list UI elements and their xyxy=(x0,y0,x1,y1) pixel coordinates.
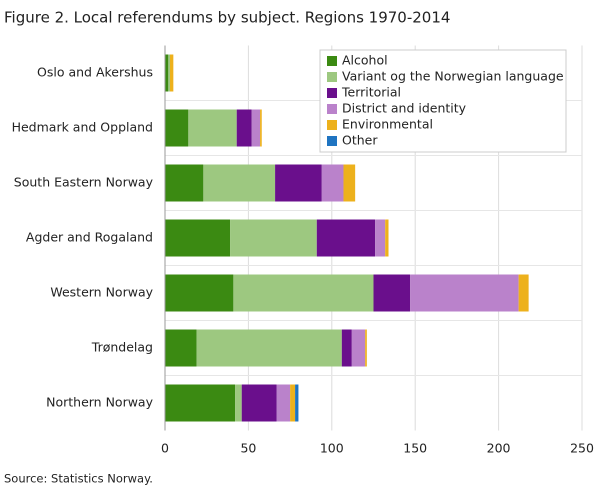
x-tick-label: 150 xyxy=(403,441,427,456)
bar-segment xyxy=(321,164,344,202)
bar-segment xyxy=(365,329,367,367)
y-tick-label: Agder and Rogaland xyxy=(26,230,153,245)
bar-segment xyxy=(165,274,234,312)
bar-segment xyxy=(165,109,189,147)
bar-segment xyxy=(170,54,174,92)
bar-segment xyxy=(165,384,236,422)
bar-segment xyxy=(373,274,411,312)
legend-swatch xyxy=(327,136,337,146)
bar-segment xyxy=(168,54,171,92)
bar-segment xyxy=(275,164,322,202)
y-tick-label: Western Norway xyxy=(50,285,153,300)
y-tick-label: Oslo and Akershus xyxy=(37,65,153,80)
bar-segment xyxy=(316,219,376,257)
legend-label: Territorial xyxy=(341,85,401,100)
legend-swatch xyxy=(327,120,337,130)
bar-segment xyxy=(235,384,242,422)
y-tick-label: Northern Norway xyxy=(46,395,153,410)
legend-label: Other xyxy=(342,133,378,148)
x-tick-label: 200 xyxy=(487,441,511,456)
bar-segment xyxy=(230,219,317,257)
bar-segment xyxy=(290,384,296,422)
legend-swatch xyxy=(327,88,337,98)
bar-segment xyxy=(343,164,356,202)
legend-label: Alcohol xyxy=(342,53,388,68)
bar-segment xyxy=(165,164,204,202)
y-tick-label: South Eastern Norway xyxy=(14,175,154,190)
bar-segment xyxy=(375,219,386,257)
y-tick-label: Trøndelag xyxy=(91,340,153,355)
bar-segment xyxy=(518,274,529,312)
bar-segment xyxy=(165,219,231,257)
legend-label: Variant og the Norwegian language xyxy=(342,69,564,84)
legend-swatch xyxy=(327,56,337,66)
bar-segment xyxy=(188,109,237,147)
y-tick-label: Hedmark and Oppland xyxy=(12,120,153,135)
x-tick-label: 250 xyxy=(570,441,594,456)
bar-segment xyxy=(241,384,277,422)
bar-segment xyxy=(165,329,197,367)
bar-segment xyxy=(295,384,299,422)
bar-segment xyxy=(410,274,519,312)
bar-segment xyxy=(236,109,252,147)
legend-swatch xyxy=(327,72,337,82)
bar-segment xyxy=(341,329,352,367)
x-tick-label: 50 xyxy=(240,441,256,456)
chart-title: Figure 2. Local referendums by subject. … xyxy=(4,9,450,27)
legend-label: District and identity xyxy=(342,101,467,116)
bar-segment xyxy=(276,384,291,422)
legend-label: Environmental xyxy=(342,117,433,132)
source: Source: Statistics Norway. xyxy=(4,472,153,486)
bar-segment xyxy=(233,274,374,312)
bar-segment xyxy=(196,329,342,367)
legend-swatch xyxy=(327,104,337,114)
bar-segment xyxy=(251,109,261,147)
bar-segment xyxy=(351,329,366,367)
x-tick-label: 100 xyxy=(320,441,344,456)
bar-segment xyxy=(385,219,389,257)
x-tick-label: 0 xyxy=(161,441,169,456)
bar-segment xyxy=(165,54,169,92)
bar-segment xyxy=(260,109,262,147)
bar-segment xyxy=(203,164,276,202)
legend-box xyxy=(319,49,567,153)
